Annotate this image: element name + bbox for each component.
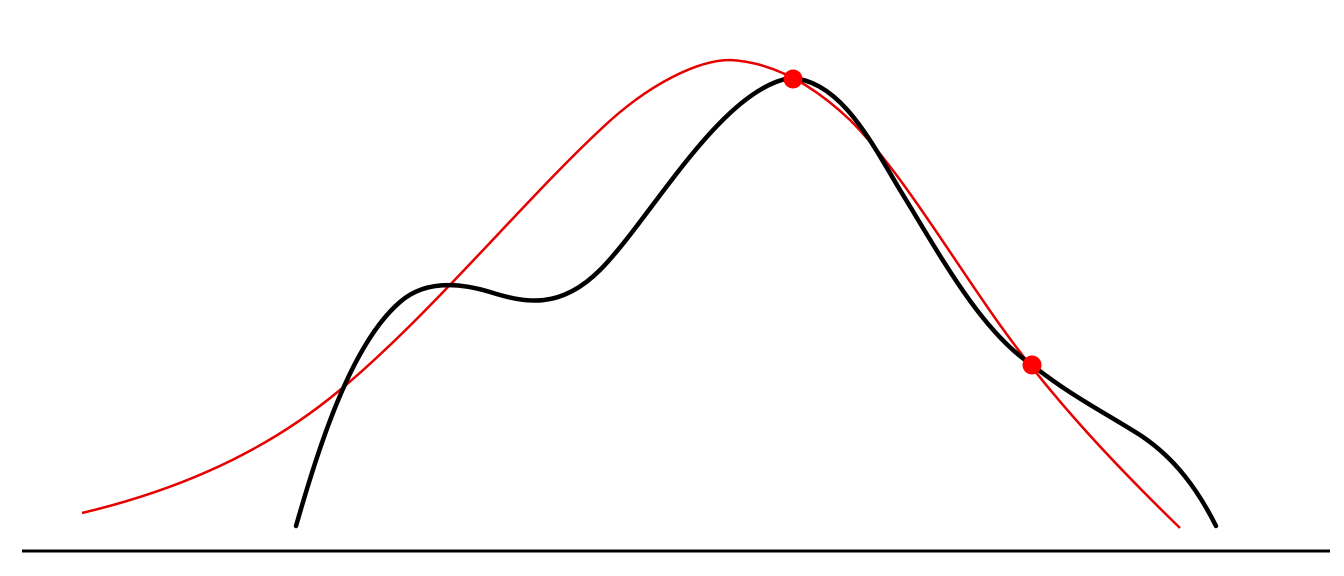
marker-at-peak xyxy=(783,69,803,89)
marker-right-slope xyxy=(1022,355,1042,375)
approximation-curve xyxy=(81,58,1181,529)
